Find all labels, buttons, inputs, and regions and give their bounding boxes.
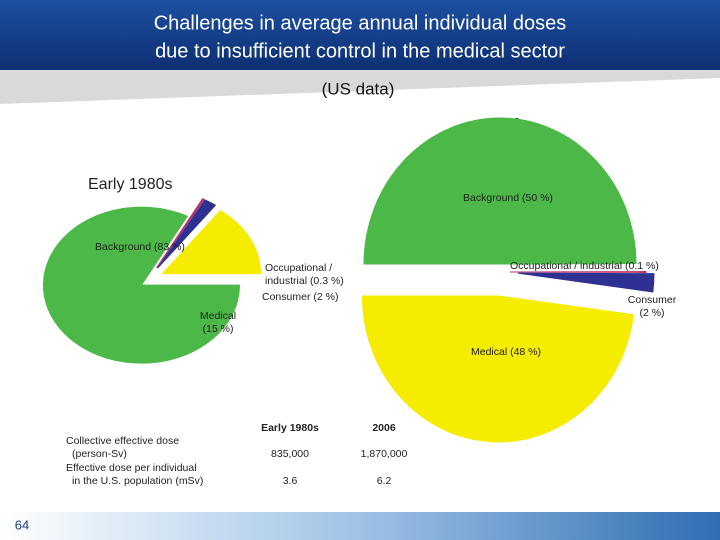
slice-label: Medical (48 %) [471,346,541,358]
table-cell: 1,870,000 [361,448,408,460]
slice-label: Background (83 %) [95,241,185,253]
table-header: 2006 [372,422,396,434]
chart-title: Early 1980s [88,176,173,193]
pie-slice [43,206,240,364]
row-label: Effective dose per individual [66,462,197,474]
slice-label: Occupational / [265,262,332,274]
pie-slice [509,271,647,273]
row-label: in the U.S. population (mSv) [72,475,203,487]
pie-slice [517,272,655,293]
pie-slice [157,199,217,269]
slice-label: Occupational / industrial (0.1 %) [510,260,659,272]
pie-slice [161,210,261,275]
header-shadow [0,70,720,104]
slice-label: Consumer [628,294,677,306]
pie-slice [363,117,637,265]
slice-label: industrial (0.3 %) [265,275,344,287]
table-cell: 3.6 [283,475,298,487]
table-header: Early 1980s [261,422,319,434]
title-line: due to insufficient control in the medic… [155,40,565,62]
row-label: Collective effective dose [66,435,179,447]
slice-label: Background (50 %) [463,192,553,204]
slice-label: Medical [200,310,236,322]
row-label: (person-Sv) [72,448,127,460]
pie-slice [361,295,634,443]
header-bar [0,0,720,70]
slice-label: Consumer (2 %) [262,291,338,303]
table-cell: 6.2 [377,475,392,487]
slice-label: (2 %) [639,307,664,319]
subtitle: (US data) [322,79,395,98]
pie-slice [156,198,205,268]
page-number: 64 [15,517,29,532]
footer-bar [0,512,720,540]
title-line: Challenges in average annual individual … [154,12,567,34]
table-cell: 835,000 [271,448,309,460]
slice-label: (15 %) [203,323,234,335]
